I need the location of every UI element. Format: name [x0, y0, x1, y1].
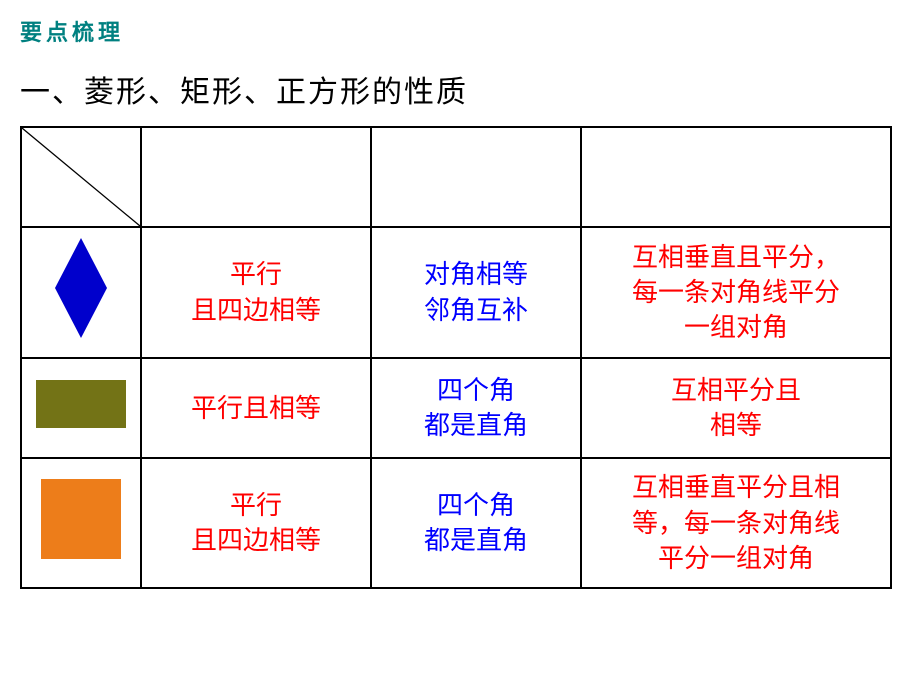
cell-text: 互相垂直平分且相等，每一条对角线平分一组对角	[632, 473, 840, 572]
shape-cell-rhombus	[21, 227, 141, 358]
rectangle-icon	[35, 379, 127, 429]
properties-table: 平行且四边相等 对角相等邻角互补 互相垂直且平分，每一条对角线平分一组对角 平行…	[20, 126, 892, 589]
rhombus-icon	[51, 236, 111, 340]
table-row: 平行且四边相等 对角相等邻角互补 互相垂直且平分，每一条对角线平分一组对角	[21, 227, 891, 358]
cell-text: 平行且四边相等	[191, 491, 321, 555]
cell-text: 互相平分且相等	[671, 376, 801, 440]
square-icon	[40, 478, 122, 560]
header-diagonal-cell	[21, 127, 141, 227]
cell-diagonals: 互相平分且相等	[581, 358, 891, 458]
table-row: 平行且四边相等 四个角都是直角 互相垂直平分且相等，每一条对角线平分一组对角	[21, 458, 891, 588]
cell-diagonals: 互相垂直且平分，每一条对角线平分一组对角	[581, 227, 891, 358]
cell-angles: 四个角都是直角	[371, 358, 581, 458]
cell-sides: 平行且四边相等	[141, 227, 371, 358]
shape-cell-square	[21, 458, 141, 588]
cell-text: 四个角都是直角	[424, 376, 528, 440]
table-row: 平行且相等 四个角都是直角 互相平分且相等	[21, 358, 891, 458]
table-header-row	[21, 127, 891, 227]
cell-text: 四个角都是直角	[424, 491, 528, 555]
cell-text: 平行且四边相等	[191, 260, 321, 324]
header-angles	[371, 127, 581, 227]
cell-diagonal-line	[22, 128, 140, 226]
header-label: 要点梳理	[20, 15, 900, 47]
cell-text: 对角相等邻角互补	[424, 260, 528, 324]
cell-diagonals: 互相垂直平分且相等，每一条对角线平分一组对角	[581, 458, 891, 588]
header-diagonals	[581, 127, 891, 227]
cell-sides: 平行且相等	[141, 358, 371, 458]
cell-angles: 四个角都是直角	[371, 458, 581, 588]
header-sides	[141, 127, 371, 227]
cell-text: 平行且相等	[191, 394, 321, 423]
cell-text: 互相垂直且平分，每一条对角线平分一组对角	[632, 243, 840, 342]
shape-cell-rectangle	[21, 358, 141, 458]
cell-sides: 平行且四边相等	[141, 458, 371, 588]
section-title: 一、菱形、矩形、正方形的性质	[20, 67, 900, 111]
cell-angles: 对角相等邻角互补	[371, 227, 581, 358]
